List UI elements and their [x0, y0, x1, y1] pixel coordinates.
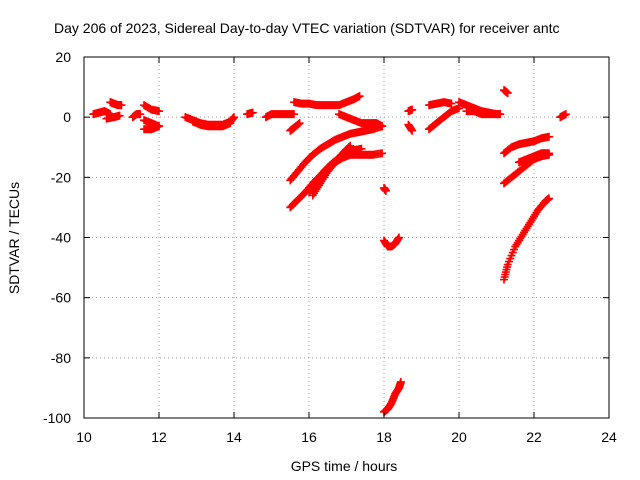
- y-tick-label: 20: [55, 49, 71, 65]
- data-point: [248, 108, 257, 117]
- data-point: [395, 233, 403, 242]
- series-arc-2: [106, 98, 126, 110]
- data-point: [396, 377, 405, 386]
- data-point: [155, 107, 163, 116]
- series-arc-12: [286, 119, 304, 135]
- series-arc-10: [243, 108, 257, 119]
- data-point: [345, 142, 353, 151]
- chart-title: Day 206 of 2023, Sidereal Day-to-day VTE…: [54, 20, 560, 36]
- x-tick-labels: 10 12 14 16 18 20 22 24: [76, 429, 617, 445]
- x-tick-label: 10: [76, 429, 92, 445]
- y-tick-label: -80: [51, 350, 71, 366]
- series-arc-7: [140, 122, 163, 134]
- x-tick-label: 22: [526, 429, 542, 445]
- series-arc-25: [425, 98, 456, 110]
- data-point: [561, 110, 570, 119]
- data-point: [408, 126, 417, 135]
- y-tick-label: -60: [51, 290, 71, 306]
- data-point: [355, 92, 364, 101]
- series-arc-3: [102, 111, 124, 123]
- data-point: [408, 105, 417, 114]
- data-point: [136, 110, 145, 119]
- x-tick-label: 18: [376, 429, 392, 445]
- series-arc-21: [380, 377, 405, 416]
- x-axis-label: GPS time / hours: [291, 458, 398, 474]
- x-tick-label: 16: [301, 429, 317, 445]
- series-arc-4: [128, 110, 145, 122]
- data-point: [117, 101, 126, 110]
- series-arc-9: [188, 117, 235, 131]
- data-point: [226, 119, 235, 128]
- y-axis-label: SDTVAR / TECUs: [6, 182, 22, 294]
- data-point: [378, 122, 387, 131]
- series-arc-19: [380, 183, 390, 195]
- data-point: [378, 149, 387, 158]
- data-point: [295, 119, 304, 128]
- data-point: [290, 110, 298, 119]
- data-point: [230, 113, 238, 122]
- x-tick-label: 12: [151, 429, 167, 445]
- series-arc-28: [500, 86, 512, 98]
- data-points: [89, 86, 570, 416]
- x-tick-label: 24: [601, 429, 617, 445]
- data-point: [545, 132, 553, 141]
- data-point: [503, 89, 512, 98]
- y-tick-labels: 20 0 -20 -40 -60 -80 -100: [43, 49, 71, 426]
- data-point: [357, 144, 366, 153]
- x-tick-label: 14: [226, 429, 242, 445]
- series-arc-29: [500, 132, 553, 158]
- series-arc-32: [500, 194, 553, 284]
- data-point: [447, 99, 456, 108]
- y-tick-label: -100: [43, 410, 71, 426]
- x-tick-label: 20: [451, 429, 467, 445]
- data-point: [492, 110, 501, 119]
- series-arc-11: [261, 110, 298, 122]
- data-point: [346, 141, 355, 150]
- series-arc-33: [556, 110, 570, 122]
- y-tick-label: 0: [63, 109, 71, 125]
- series-arc-24: [425, 104, 463, 134]
- data-point: [545, 149, 553, 158]
- series-arc-22: [404, 105, 417, 116]
- series-arc-31: [515, 149, 553, 167]
- series-arc-13: [290, 92, 364, 110]
- series-arc-23: [404, 120, 417, 135]
- series-arc-20: [380, 233, 403, 251]
- series-arc-18: [308, 141, 355, 200]
- axis-ticks: [83, 56, 610, 419]
- series-arc-5: [140, 101, 163, 116]
- data-point: [115, 111, 124, 120]
- series-arc-14: [335, 110, 387, 131]
- y-tick-label: -20: [51, 169, 71, 185]
- data-point: [381, 186, 390, 195]
- series-arc-27: [462, 107, 501, 119]
- data-point: [545, 194, 553, 203]
- data-point: [155, 122, 163, 131]
- series-arc-15: [286, 122, 387, 185]
- y-tick-label: -40: [51, 230, 71, 246]
